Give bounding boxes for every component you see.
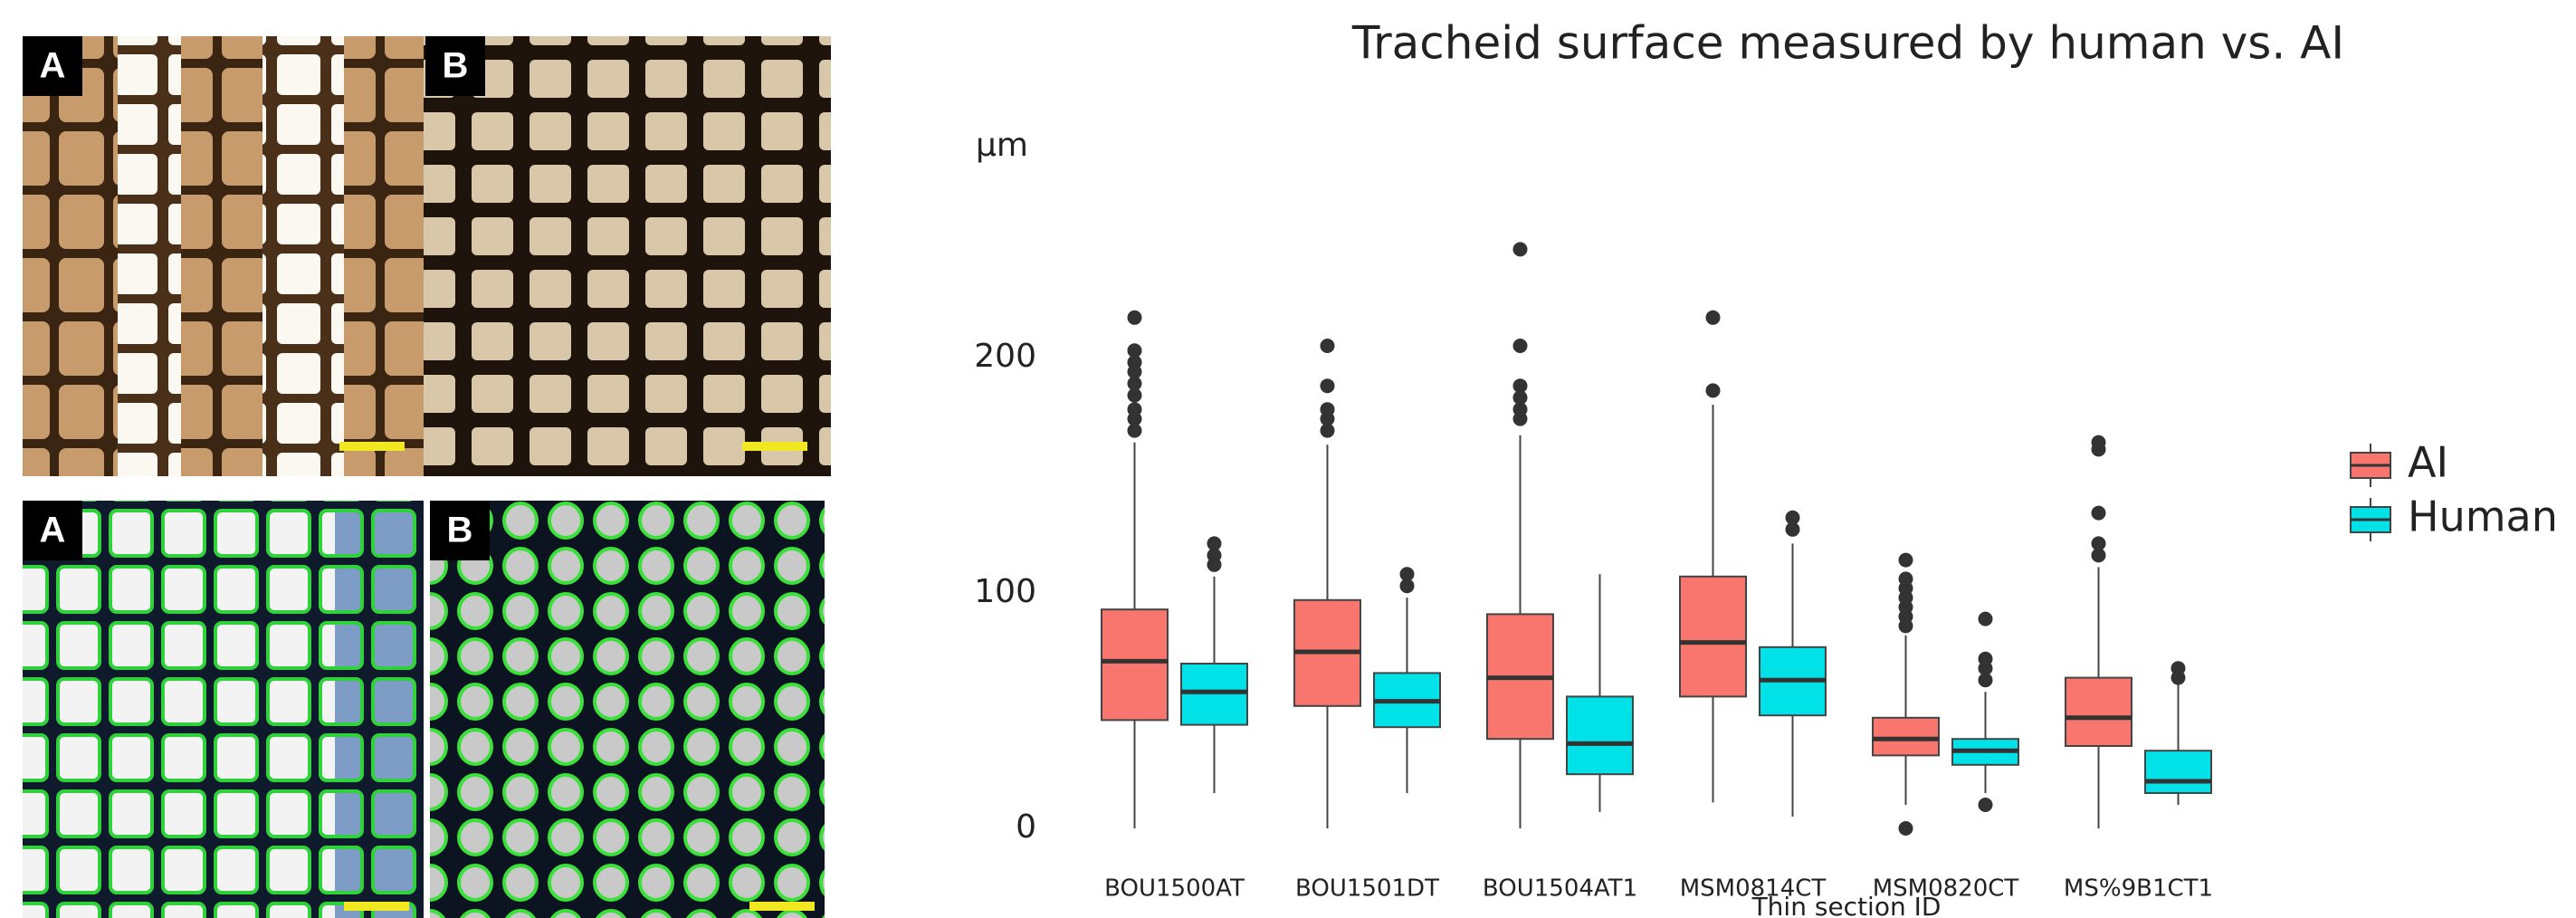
y-tick-label: 100 (974, 573, 1036, 610)
outlier (2091, 536, 2106, 551)
outlier (1705, 383, 1721, 398)
outlier (1785, 510, 1800, 525)
outlier (2091, 505, 2106, 521)
image-panel (23, 36, 424, 476)
scale-bar (742, 442, 807, 451)
image-panel (430, 501, 825, 918)
image-detail (118, 36, 181, 476)
x-tick-label: MSM0814CT (1680, 875, 1827, 903)
outlier (2171, 661, 2186, 676)
legend-label: Human (2408, 492, 2558, 541)
scale-bar (344, 902, 409, 911)
outlier (1898, 571, 1913, 587)
panel-label: B (447, 511, 473, 550)
box (2065, 676, 2132, 747)
x-tick-label: BOU1500AT (1104, 875, 1245, 903)
outlier (1399, 579, 1415, 594)
x-tick-label: BOU1504AT1 (1483, 875, 1637, 903)
outlier (1399, 567, 1415, 582)
outlier (1978, 798, 1993, 812)
box (1872, 716, 1940, 757)
outlier (1127, 310, 1142, 325)
label-box (430, 501, 490, 560)
outlier (1512, 402, 1528, 417)
x-tick-label: MS%9B1CT1 (2064, 875, 2213, 903)
outlier (2091, 435, 2106, 450)
outlier (1512, 378, 1528, 394)
outlier (1978, 673, 1993, 688)
box (1679, 575, 1747, 698)
image-detail (335, 501, 424, 918)
micrographs: A B A B (23, 36, 831, 918)
x-tick-label: MSM0820CT (1873, 875, 2019, 903)
image-panel (424, 36, 831, 476)
outlier (1127, 355, 1142, 370)
outlier (1512, 339, 1528, 353)
outlier (1207, 548, 1222, 563)
x-axis-label: Thin section ID (1751, 892, 1942, 918)
outlier (1512, 390, 1528, 406)
label-box (425, 36, 485, 96)
box (2144, 750, 2212, 795)
y-tick-label: 200 (974, 338, 1036, 375)
outlier (1127, 402, 1142, 417)
outlier (1127, 376, 1142, 391)
panel-label: A (40, 46, 66, 86)
x-tick-label: BOU1501DT (1295, 875, 1439, 903)
outlier (1978, 651, 1993, 666)
outlier (1127, 343, 1142, 359)
outlier (1705, 310, 1721, 325)
y-axis-label: μm (976, 127, 1028, 164)
scale-bar (749, 902, 815, 911)
outlier (1978, 611, 1993, 626)
outlier (1320, 378, 1335, 394)
y-tick-label: 0 (1016, 808, 1036, 846)
outlier (1320, 423, 1335, 438)
outlier (1898, 552, 1913, 568)
outlier (1320, 339, 1335, 353)
chart-title: Tracheid surface measured by human vs. A… (1351, 17, 2344, 70)
panel-label: B (443, 46, 469, 86)
outlier (1127, 387, 1142, 403)
outlier (1207, 536, 1222, 551)
outlier (1127, 423, 1142, 438)
panel-label: A (40, 511, 66, 550)
box (1180, 663, 1248, 726)
outlier (1512, 242, 1528, 257)
outlier (2091, 548, 2106, 563)
box (1566, 695, 1634, 776)
outlier (1898, 821, 1913, 836)
image-detail (262, 36, 344, 476)
legend-label: AI (2408, 438, 2448, 487)
scale-bar (339, 442, 405, 451)
outlier (1785, 521, 1800, 537)
label-box (23, 36, 82, 96)
box (1101, 608, 1169, 722)
outlier (1320, 402, 1335, 417)
label-box (23, 501, 82, 560)
